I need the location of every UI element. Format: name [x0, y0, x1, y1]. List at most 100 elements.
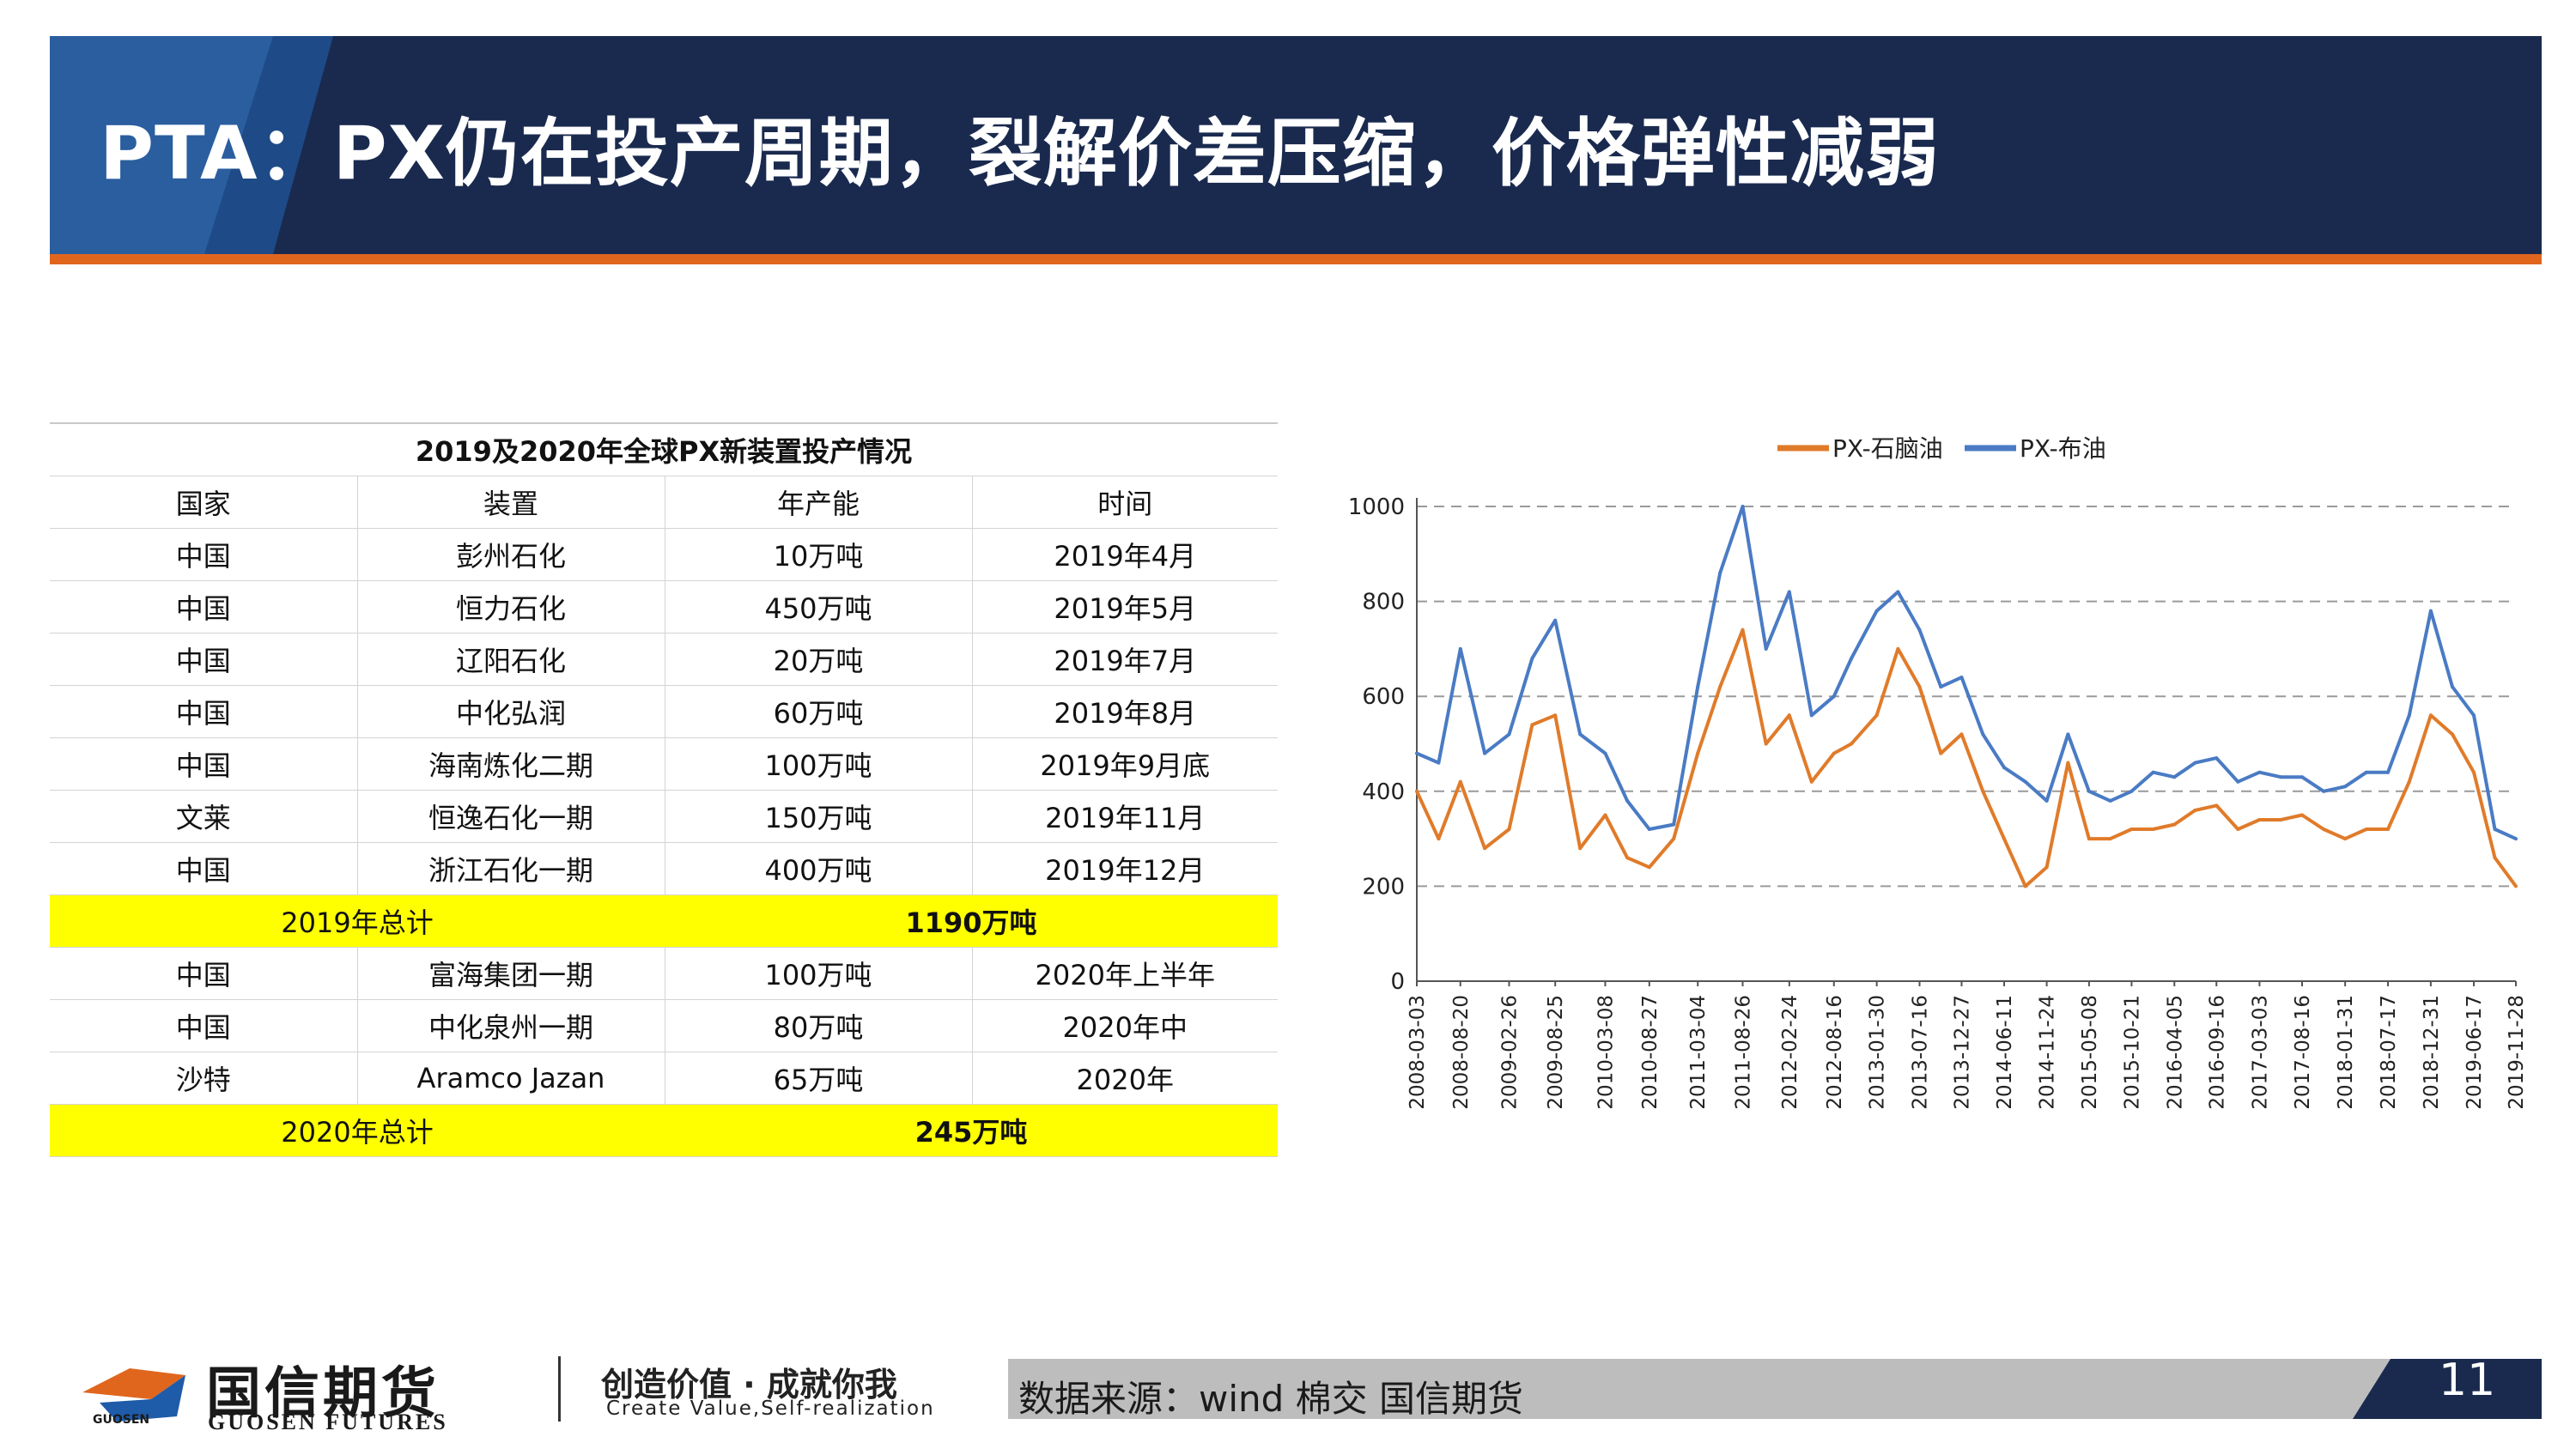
x-tick-label: 2010-08-27	[1639, 995, 1662, 1110]
x-tick-label: 2011-08-26	[1732, 995, 1754, 1110]
data-point	[1787, 590, 1791, 594]
table-row: 中国 海南炼化二期 100万吨 2019年9月底	[50, 737, 1279, 791]
table-cell: 中国	[50, 633, 358, 686]
data-point	[2472, 713, 2476, 718]
table-cell: 2019年7月	[972, 633, 1279, 686]
x-tick-label: 2009-08-25	[1545, 995, 1567, 1110]
data-point	[1809, 713, 1814, 718]
data-point	[1981, 732, 1985, 737]
table-cell: 2019年12月	[972, 842, 1279, 895]
data-point	[1896, 590, 1900, 594]
table-header-row: 国家 装置 年产能 时间	[50, 476, 1279, 529]
logo-small-text: GUOSEN	[93, 1413, 150, 1427]
series-line-1	[1416, 505, 2517, 840]
x-tick-label: 2008-08-20	[1450, 995, 1473, 1110]
table-row: 沙特 Aramco Jazan 65万吨 2020年	[50, 1052, 1279, 1105]
y-tick-label: 800	[1362, 590, 1405, 615]
data-point	[2151, 828, 2155, 831]
x-tick-label: 2017-03-03	[2249, 995, 2271, 1110]
data-point	[2279, 775, 2283, 779]
page-title: PTA：PX仍在投产周期，裂解价差压缩，价格弹性减弱	[100, 111, 1940, 197]
data-point	[2236, 779, 2240, 784]
x-tick-label: 2009-02-26	[1498, 995, 1521, 1110]
x-tick-label: 2014-06-11	[1994, 995, 2016, 1110]
title-banner	[50, 36, 2542, 254]
source-bar	[1008, 1359, 2391, 1419]
x-tick-label: 2015-05-08	[2079, 995, 2101, 1110]
data-point	[2300, 813, 2304, 817]
data-point	[2322, 828, 2326, 831]
data-point	[1959, 732, 1964, 737]
data-point	[2257, 818, 2262, 822]
guosen-logo-icon	[82, 1368, 185, 1422]
data-point	[2451, 685, 2454, 689]
data-point	[2044, 865, 2049, 870]
logo-english-text: GUOSEN FUTURES	[208, 1410, 448, 1434]
table-row: 中国 辽阳石化 20万吨 2019年7月	[50, 633, 1279, 686]
data-point	[2193, 808, 2197, 812]
total-label: 2020年总计	[50, 1104, 665, 1157]
title-underline-bar	[50, 254, 2542, 264]
table-cell: 2019年8月	[972, 685, 1279, 738]
data-point	[2193, 761, 2197, 765]
table-cell: 2019年9月底	[972, 737, 1279, 791]
data-point	[1483, 751, 1487, 755]
x-tick-label: 2015-10-21	[2121, 995, 2143, 1110]
table-cell: 100万吨	[665, 737, 973, 791]
data-point	[1832, 694, 1836, 699]
x-tick-label: 2019-06-17	[2464, 995, 2486, 1110]
table-cell: 文莱	[50, 790, 358, 843]
table-cell: 中国	[50, 999, 358, 1052]
data-point	[2172, 775, 2177, 779]
table-total-row: 2019年总计 1190万吨	[50, 894, 1279, 948]
data-point	[2002, 766, 2006, 770]
logo-chinese-text: 国信期货	[206, 1361, 440, 1426]
data-point	[2514, 884, 2518, 888]
page-number: 11	[2439, 1355, 2496, 1406]
table-cell: 2019年4月	[972, 528, 1279, 581]
x-tick-label: 2013-07-16	[1910, 995, 1932, 1110]
data-point	[2322, 789, 2326, 793]
data-point	[2066, 761, 2070, 765]
table-cell: 100万吨	[665, 947, 973, 1000]
table-cell: 60万吨	[665, 685, 973, 738]
table-row: 中国 中化泉州一期 80万吨 2020年中	[50, 999, 1279, 1052]
data-point	[1696, 685, 1700, 689]
px-spread-chart: 0 200 400 600 800 1000 2008-03-03 2008-08-20 200…	[1314, 403, 2550, 1176]
data-point	[1917, 685, 1922, 689]
data-point	[1696, 751, 1700, 755]
data-point	[1832, 751, 1836, 755]
page-number-tab	[2353, 1359, 2542, 1419]
data-point	[1741, 627, 1745, 632]
table-cell: 400万吨	[665, 842, 973, 895]
table-caption: 2019及2020年全球PX新装置投产情况	[50, 422, 1279, 476]
data-point	[1718, 571, 1722, 575]
data-point	[1458, 779, 1462, 784]
table-cell: 2020年	[972, 1052, 1279, 1105]
data-point	[2236, 828, 2240, 831]
data-point	[2151, 770, 2155, 774]
data-point	[1850, 657, 1854, 660]
data-point	[1625, 798, 1630, 803]
x-tick-label: 2014-11-24	[2037, 995, 2059, 1110]
data-point	[2428, 713, 2433, 718]
table-cell: 中国	[50, 842, 358, 895]
data-point	[1437, 761, 1441, 765]
data-point	[2386, 770, 2390, 774]
data-point	[1896, 646, 1900, 651]
data-point	[1578, 846, 1583, 851]
x-tick-label: 2018-01-31	[2335, 995, 2357, 1110]
table-cell: 2019年5月	[972, 580, 1279, 634]
table-cell: 中国	[50, 685, 358, 738]
data-point	[2215, 756, 2219, 761]
x-tick-label: 2012-02-24	[1779, 995, 1801, 1110]
data-point	[2493, 828, 2497, 831]
total-value: 1190万吨	[665, 894, 1279, 948]
table-row: 文莱 恒逸石化一期 150万吨 2019年11月	[50, 790, 1279, 843]
x-tick-label: 2012-08-16	[1824, 995, 1846, 1110]
data-point	[1578, 732, 1583, 737]
line-chart: 0 200 400 600 800 1000 2008-03-03 2008-08-20 200…	[1348, 434, 2528, 1110]
table-cell: 2019年11月	[972, 790, 1279, 843]
x-tick-label: 2016-04-05	[2164, 995, 2186, 1110]
column-header: 时间	[972, 476, 1279, 529]
